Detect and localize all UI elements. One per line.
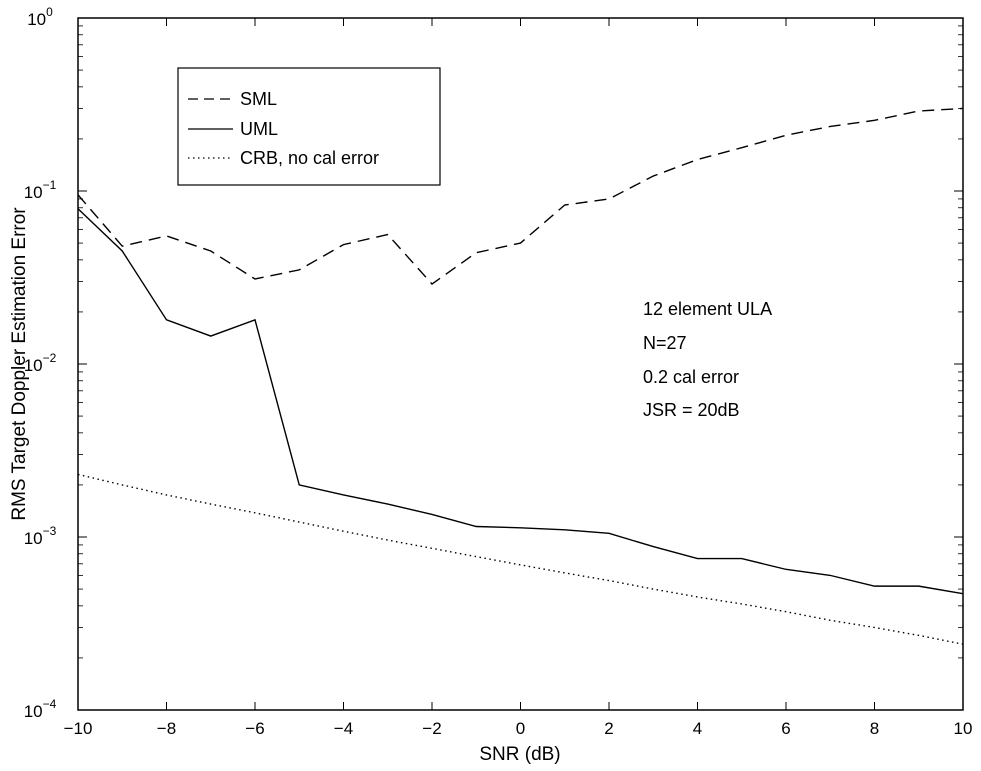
x-tick-label: 0 [516,719,525,738]
x-axis-ticks: −10 −8 −6 −4 −2 0 2 4 6 8 10 [64,18,973,738]
series-layer [77,107,964,645]
y-tick-label: 10−1 [24,178,57,202]
series-line-crb-no-cal-error [77,473,964,645]
annotation-line: JSR = 20dB [643,400,740,420]
x-tick-label: 2 [604,719,613,738]
y-tick-label: 10−2 [24,351,57,375]
x-tick-label: −10 [64,719,93,738]
series-line-sml [77,107,964,285]
y-tick-label: 10−3 [24,524,57,548]
x-tick-label: −8 [157,719,176,738]
y-axis-ticks: 10−4 10−3 10−2 10−1 100 [24,5,963,721]
series-line-uml [77,208,964,595]
legend-label-crb: CRB, no cal error [240,148,379,168]
legend: SML UML CRB, no cal error [177,67,441,186]
x-tick-label: −2 [422,719,441,738]
annotation-block: 12 element ULA N=27 0.2 cal error JSR = … [643,299,772,420]
y-tick-label: 100 [27,5,53,29]
annotation-line: N=27 [643,333,687,353]
annotation-line: 0.2 cal error [643,367,739,387]
x-tick-label: −6 [245,719,264,738]
y-tick-label: 10−4 [24,697,57,721]
x-tick-label: 4 [693,719,702,738]
legend-label-uml: UML [240,119,278,139]
x-tick-label: 8 [870,719,879,738]
annotation-line: 12 element ULA [643,299,772,319]
legend-box [177,67,441,186]
x-tick-label: 6 [781,719,790,738]
y-axis-title: RMS Target Doppler Estimation Error [9,207,30,521]
x-tick-label: −4 [334,719,353,738]
x-axis-title: SNR (dB) [479,744,560,765]
legend-label-sml: SML [240,89,277,109]
x-tick-label: 10 [954,719,973,738]
